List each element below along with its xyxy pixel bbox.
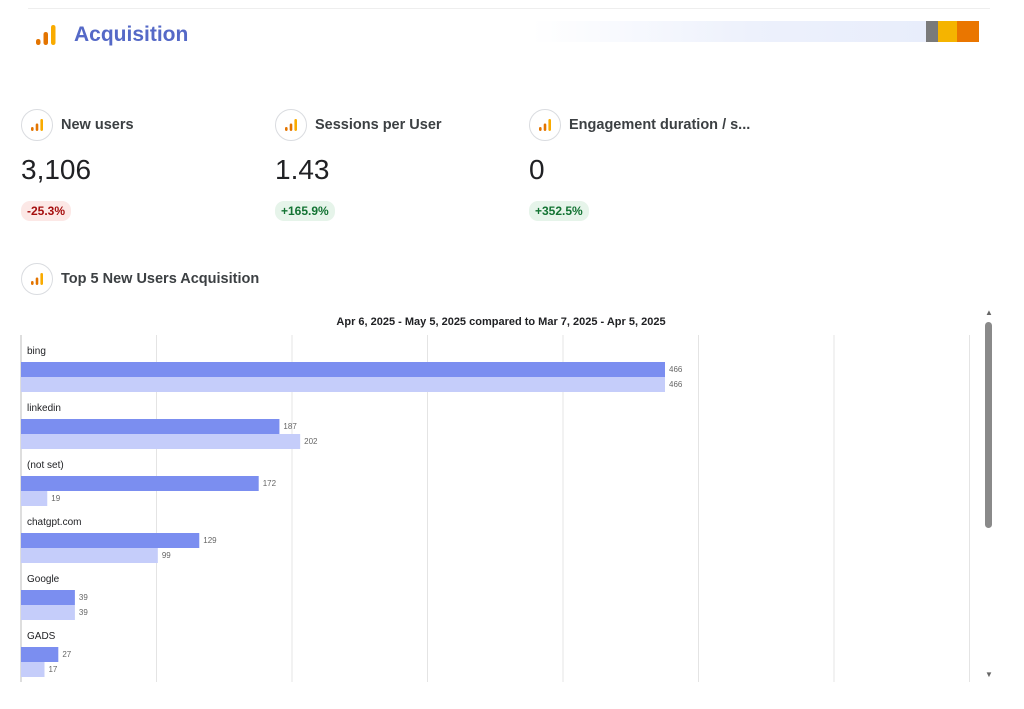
chart-data-label: 19 <box>51 494 60 503</box>
analytics-icon <box>529 109 561 141</box>
brand-block-gray <box>926 21 938 42</box>
analytics-logo-icon <box>36 25 56 45</box>
kpi-value: 0 <box>529 154 545 185</box>
kpi-change-badge: -25.3% <box>21 201 72 221</box>
kpi-sessions-per-user: Sessions per User 1.43 +165.9% <box>275 108 442 221</box>
kpi-label: Engagement duration / s... <box>569 117 751 133</box>
kpi-change-badge: +352.5% <box>529 201 589 221</box>
kpi-value: 3,106 <box>21 154 92 185</box>
chart-data-label: 466 <box>669 365 683 374</box>
chart-category-label: GADS <box>27 631 56 642</box>
chart-data-label: 466 <box>669 380 683 389</box>
analytics-icon <box>21 109 53 141</box>
scroll-down-arrow-icon[interactable]: ▼ <box>985 670 993 679</box>
chart-bar <box>21 533 200 548</box>
chart-bar <box>21 491 48 506</box>
chart-bar <box>21 419 280 434</box>
chart-data-label: 129 <box>203 536 217 545</box>
chart-data-label: 39 <box>79 608 88 617</box>
kpi-change-badge: +165.9% <box>275 201 335 221</box>
chart-bar <box>21 590 75 605</box>
brand-block-yellow <box>938 21 957 42</box>
chart-bar <box>21 476 259 491</box>
chart-data-label: 172 <box>263 479 277 488</box>
page-header: Acquisition <box>34 20 188 50</box>
kpi-label: New users <box>61 117 134 133</box>
chart-category-label: (not set) <box>27 460 64 471</box>
chart-bar <box>21 548 158 563</box>
chart-category-label: linkedin <box>27 403 61 414</box>
kpi-label: Sessions per User <box>315 117 442 133</box>
chart-data-label: 17 <box>48 665 57 674</box>
acquisition-bar-chart: bing 466 466 linkedin 187 202 (not set) 172 19 ch… <box>20 335 970 682</box>
scroll-thumb[interactable] <box>985 322 992 528</box>
chart-bar <box>21 662 45 677</box>
chart-scrollbar[interactable]: ▲ ▼ <box>982 308 996 684</box>
chart-bar <box>21 362 665 377</box>
analytics-icon <box>21 263 53 295</box>
page-title: Acquisition <box>74 23 189 46</box>
chart-date-range: Apr 6, 2025 - May 5, 2025 compared to Ma… <box>336 316 666 328</box>
chart-category-label: Google <box>27 574 60 585</box>
kpi-engagement-duration: Engagement duration / s... 0 +352.5% <box>529 108 751 221</box>
chart-title: Top 5 New Users Acquisition <box>61 271 260 287</box>
chart-data-label: 202 <box>304 437 318 446</box>
chart-header: Top 5 New Users Acquisition <box>21 262 259 296</box>
scroll-up-arrow-icon[interactable]: ▲ <box>985 308 993 317</box>
top-divider <box>28 8 990 9</box>
chart-bar <box>21 377 665 392</box>
brand-color-blocks <box>926 21 979 42</box>
chart-category-label: bing <box>27 346 46 357</box>
kpi-new-users: New users 3,106 -25.3% <box>21 108 134 221</box>
chart-bar <box>21 605 75 620</box>
chart-bar <box>21 434 301 449</box>
chart-data-label: 187 <box>283 422 297 431</box>
chart-bar <box>21 647 59 662</box>
chart-data-label: 27 <box>62 650 71 659</box>
brand-gradient-strip <box>532 21 928 42</box>
analytics-icon <box>275 109 307 141</box>
chart-data-label: 99 <box>162 551 171 560</box>
kpi-value: 1.43 <box>275 154 330 185</box>
brand-block-orange <box>957 21 979 42</box>
chart-data-label: 39 <box>79 593 88 602</box>
chart-category-label: chatgpt.com <box>27 517 81 528</box>
